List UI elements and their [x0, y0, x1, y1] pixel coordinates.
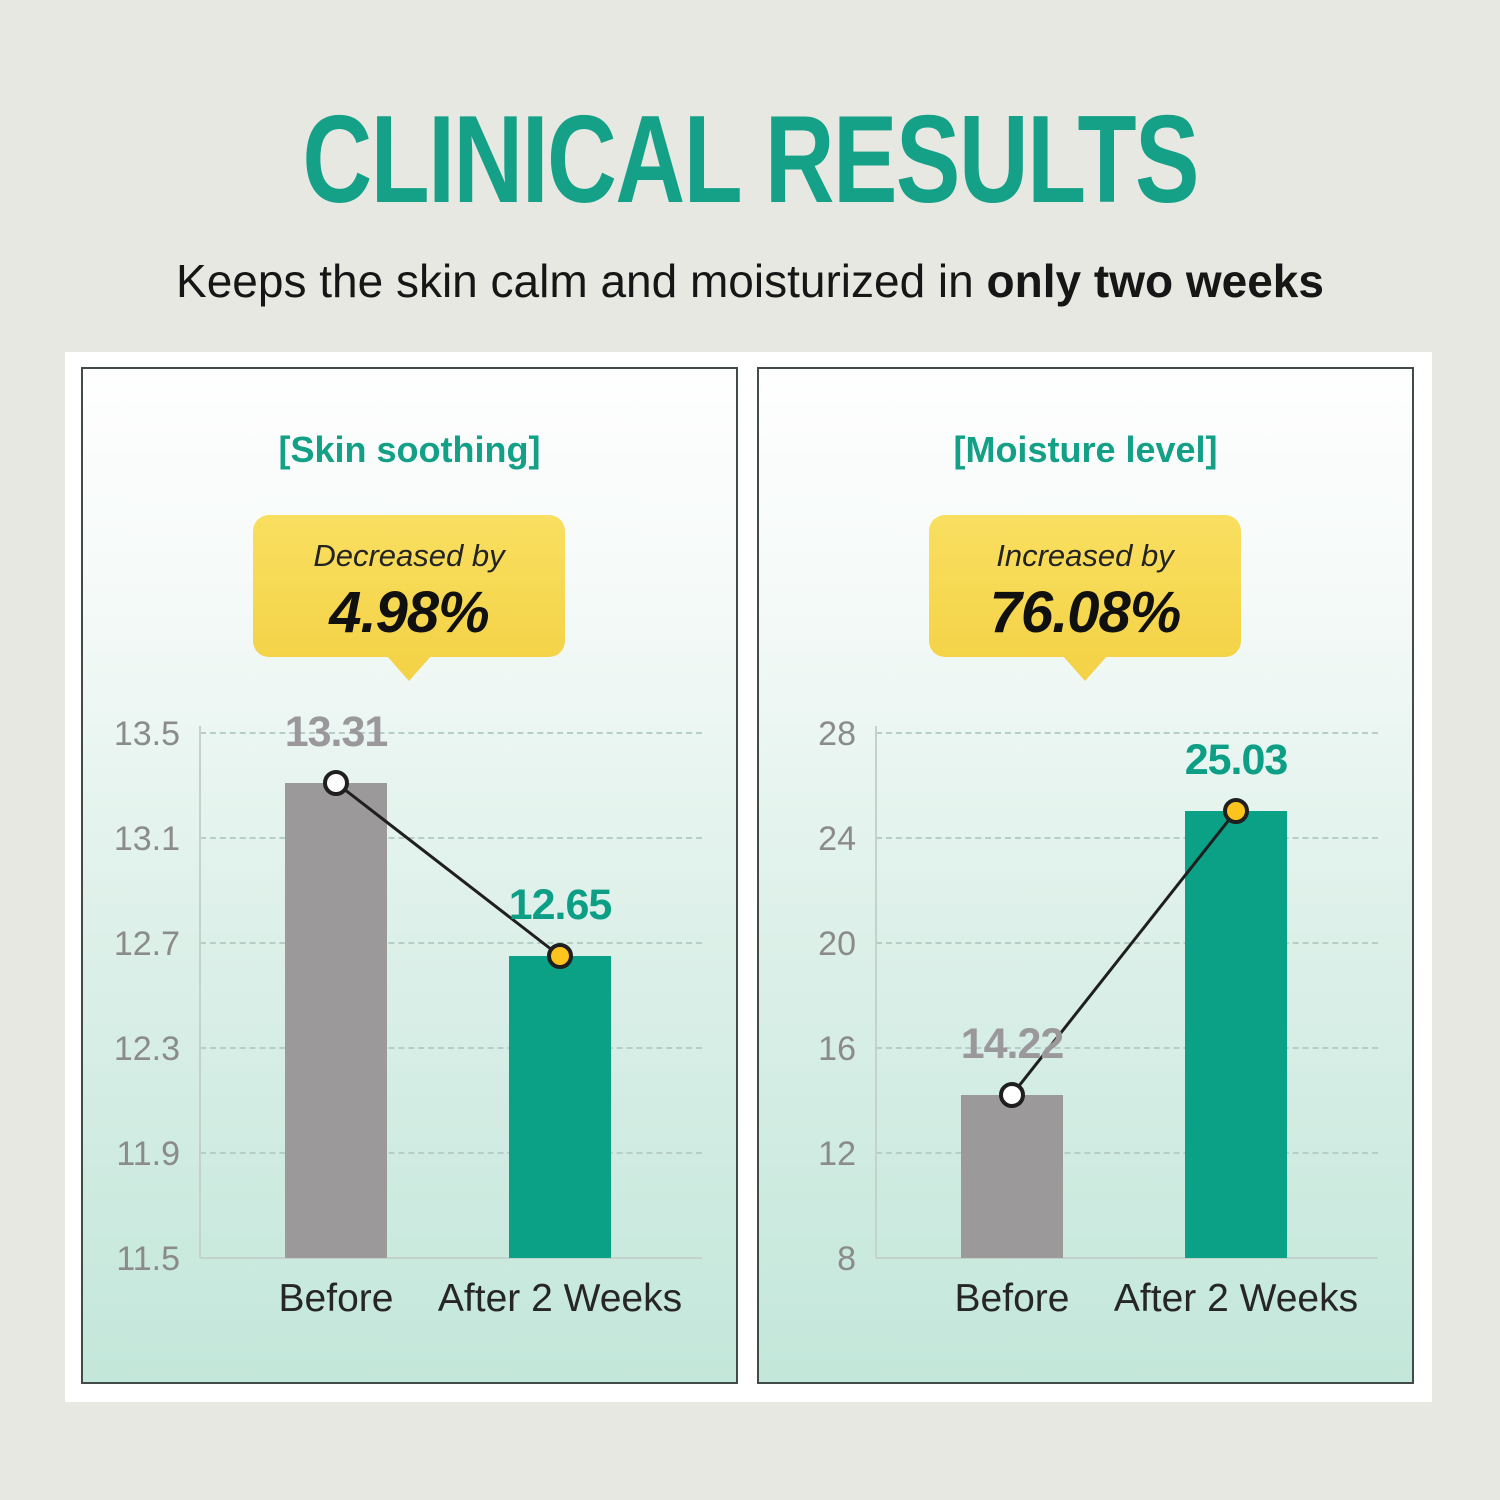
marker-before-dot: [999, 1081, 1025, 1108]
y-tick-label: 16: [818, 1030, 856, 1068]
bar-value-label: 25.03: [1184, 735, 1289, 784]
badge-label: Increased by: [996, 538, 1174, 573]
bar-value-label: 12.65: [508, 881, 613, 930]
subtitle-regular: Keeps the skin calm and moisturized in: [176, 255, 987, 307]
gridline: [876, 1152, 1378, 1154]
marker-after-dot: [1223, 797, 1249, 824]
gridline: [200, 837, 702, 839]
x-axis-line: [876, 1257, 1378, 1259]
y-axis-line: [199, 726, 201, 1258]
gridline: [876, 942, 1378, 944]
results-card: [Skin soothing] Decreased by 4.98% 13.5 1…: [65, 352, 1432, 1402]
page-subtitle: Keeps the skin calm and moisturized in o…: [0, 254, 1500, 309]
change-badge: Decreased by 4.98%: [253, 515, 565, 681]
bar-before: [961, 1094, 1063, 1258]
y-tick-label: 11.9: [116, 1135, 180, 1173]
bar-chart-skin-soothing: 13.5 13.1 12.7 12.3 11.9 11.5 13.31 Before 12.65…: [83, 369, 736, 1382]
chart-title: [Moisture level]: [953, 429, 1218, 470]
chart-title: [Skin soothing]: [278, 429, 541, 470]
y-tick-label: 24: [818, 820, 856, 858]
x-category-label: Before: [278, 1277, 394, 1320]
bar-after: [509, 956, 611, 1258]
gridline: [200, 1152, 702, 1154]
y-tick-label: 12.3: [113, 1030, 180, 1068]
bar-chart-moisture-level: 28 24 20 16 12 8 14.22 Before 25.03 After 2 Weeks: [759, 369, 1412, 1382]
gridline: [200, 732, 702, 734]
y-tick-label: 20: [818, 925, 856, 963]
badge-tail-icon: [1062, 655, 1108, 681]
y-tick-label: 12.7: [113, 925, 180, 963]
trend-connector-line: [1010, 810, 1238, 1096]
skin-soothing-panel: [Skin soothing] Decreased by 4.98% 13.5 1…: [81, 367, 738, 1384]
x-category-label: After 2 Weeks: [1113, 1277, 1359, 1320]
bar-value-label: 13.31: [284, 707, 389, 756]
gridline: [876, 837, 1378, 839]
badge-value: 4.98%: [329, 580, 489, 645]
gridline: [876, 732, 1378, 734]
y-tick-label: 8: [837, 1240, 856, 1278]
x-category-label: Before: [954, 1277, 1070, 1320]
marker-after-dot: [547, 943, 573, 970]
trend-connector-line: [335, 781, 561, 958]
page-title: CLINICAL RESULTS: [0, 98, 1500, 222]
x-axis-line: [200, 1257, 702, 1259]
y-tick-label: 12: [818, 1135, 856, 1173]
y-tick-label: 13.5: [113, 715, 180, 753]
moisture-level-panel: [Moisture level] Increased by 76.08% 28 2…: [757, 367, 1414, 1384]
badge-value: 76.08%: [989, 580, 1182, 645]
y-tick-label: 28: [818, 715, 856, 753]
badge-label: Decreased by: [313, 538, 505, 573]
page-title-text: CLINICAL RESULTS: [302, 91, 1199, 229]
gridline: [200, 1047, 702, 1049]
marker-before-dot: [323, 769, 349, 796]
y-axis-line: [875, 726, 877, 1258]
badge-tail-icon: [386, 655, 432, 681]
bar-after: [1185, 810, 1287, 1258]
change-badge: Increased by 76.08%: [929, 515, 1241, 681]
y-tick-label: 13.1: [113, 820, 180, 858]
gridline: [200, 942, 702, 944]
bar-value-label: 14.22: [960, 1019, 1065, 1068]
x-category-label: After 2 Weeks: [437, 1277, 683, 1320]
bar-before: [285, 782, 387, 1258]
subtitle-bold: only two weeks: [986, 255, 1324, 307]
y-tick-label: 11.5: [116, 1240, 180, 1278]
